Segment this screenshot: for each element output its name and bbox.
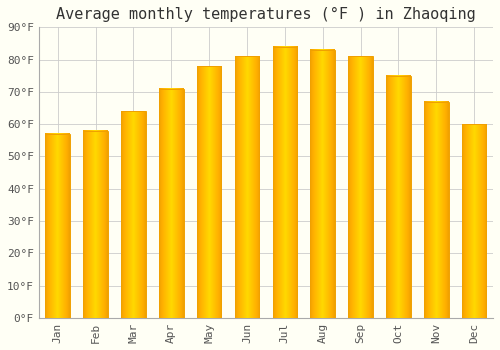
Bar	[310, 50, 335, 318]
Bar	[386, 76, 410, 318]
Bar	[197, 66, 222, 318]
Bar	[121, 111, 146, 318]
Bar	[424, 102, 448, 318]
Bar	[348, 56, 373, 318]
Bar	[46, 134, 70, 318]
Bar	[272, 47, 297, 318]
Bar	[234, 56, 260, 318]
Bar	[462, 124, 486, 318]
Title: Average monthly temperatures (°F ) in Zhaoqing: Average monthly temperatures (°F ) in Zh…	[56, 7, 476, 22]
Bar	[159, 89, 184, 318]
Bar	[84, 131, 108, 318]
